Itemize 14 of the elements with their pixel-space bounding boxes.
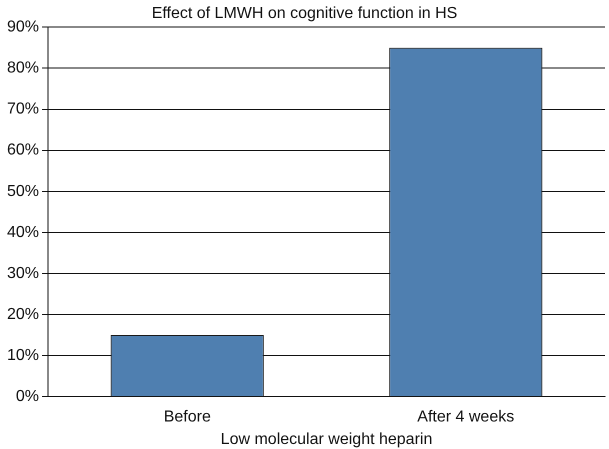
y-tick-label: 80% xyxy=(6,60,40,77)
x-tick-label: Before xyxy=(164,408,211,426)
y-tick-label: 20% xyxy=(6,306,40,323)
y-tick-label: 0% xyxy=(16,388,40,406)
y-tick-label: 50% xyxy=(6,182,40,200)
y-tick-label: 60% xyxy=(6,142,40,159)
y-tick-label: 30% xyxy=(6,264,40,282)
y-tick-label: 70% xyxy=(6,100,40,118)
x-tick-label: After 4 weeks xyxy=(417,408,514,426)
y-tick-label: 10% xyxy=(6,346,40,364)
y-tick-label: 40% xyxy=(6,224,40,241)
y-tick-label: 90% xyxy=(6,18,40,36)
x-axis-title: Low molecular weight heparin xyxy=(220,430,432,448)
chart-title: Effect of LMWH on cognitive function in HS xyxy=(152,5,458,22)
